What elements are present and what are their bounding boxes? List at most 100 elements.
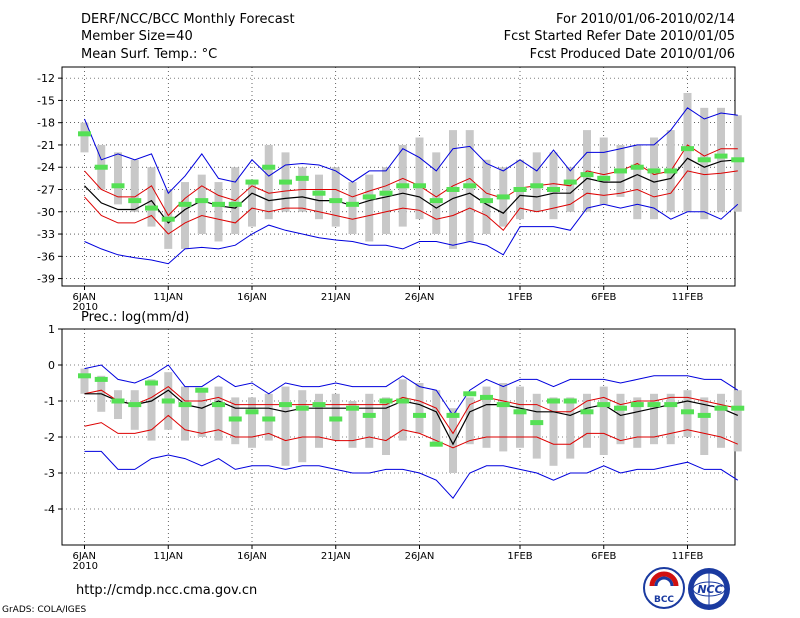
precipitation-range-bar — [348, 401, 357, 448]
temperature-x-tick-label: 21JAN — [321, 292, 351, 303]
precipitation-range-bar — [549, 397, 558, 466]
precipitation-range-bar — [398, 379, 407, 441]
precipitation-y-tick-label: -2 — [44, 431, 55, 444]
precipitation-range-bar — [147, 379, 156, 441]
temperature-member-mark — [647, 168, 661, 174]
chart-title: DERF/NCC/BCC Monthly Forecast — [81, 12, 295, 27]
precipitation-range-bar — [566, 397, 575, 459]
temperature-member-mark — [329, 198, 343, 204]
temperature-y-tick-label: -12 — [37, 72, 55, 85]
precipitation-range-bar — [80, 368, 89, 394]
temperature-member-mark — [346, 201, 359, 207]
temperature-range-bar — [733, 115, 742, 212]
precipitation-range-bar — [532, 393, 541, 459]
precipitation-member-mark — [429, 441, 443, 447]
precipitation-member-mark — [329, 416, 343, 422]
precipitation-member-mark — [178, 402, 192, 408]
precipitation-series-spread-lower — [84, 414, 738, 449]
precipitation-member-mark — [446, 412, 460, 418]
precipitation-member-mark — [580, 409, 594, 415]
precipitation-member-mark — [614, 405, 627, 411]
temperature-range-bar — [532, 152, 541, 212]
temperature-series-mean — [84, 157, 738, 224]
precipitation-y-tick-label: -3 — [44, 467, 55, 480]
temperature-member-mark — [145, 205, 158, 211]
temperature-member-mark — [94, 164, 108, 170]
temperature-range-bar — [181, 182, 189, 249]
temperature-series-spread-lower — [84, 170, 738, 235]
temperature-range-bar — [382, 167, 390, 235]
precipitation-range-bar — [197, 390, 206, 437]
precipitation-member-mark — [94, 376, 108, 382]
precipitation-series-mean — [84, 389, 739, 446]
variable-label: Mean Surf. Temp.: °C — [81, 47, 218, 62]
precipitation-range-bar — [181, 386, 189, 441]
temperature-member-mark — [681, 146, 694, 152]
precipitation-range-bar — [315, 393, 323, 448]
precipitation-member-mark — [212, 402, 225, 408]
temperature-member-mark — [446, 186, 460, 192]
precipitation-member-mark — [396, 398, 410, 404]
precipitation-range-bar — [633, 397, 642, 448]
precipitation-range-bar — [114, 390, 122, 419]
temperature-member-mark — [463, 183, 477, 189]
temperature-member-mark — [429, 198, 443, 204]
precipitation-y-tick-label: 0 — [48, 359, 55, 372]
temperature-x-tick-label: 11FEB — [672, 292, 704, 303]
temperature-series-ensemble-max — [84, 107, 738, 195]
temperature-x-tick-label: 26JAN — [405, 292, 435, 303]
precipitation-member-mark — [312, 402, 326, 408]
precipitation-member-mark — [647, 402, 661, 408]
precipitation-x-tick-label: 6JAN — [73, 551, 96, 562]
precipitation-range-bar — [482, 386, 491, 448]
precipitation-member-mark — [161, 398, 175, 404]
temperature-member-mark — [78, 131, 91, 137]
temperature-member-mark — [714, 153, 728, 159]
temperature-y-tick-label: -15 — [37, 94, 55, 107]
temperature-range-bar — [683, 92, 692, 212]
temperature-range-bar — [147, 167, 156, 227]
precipitation-series-ensemble-min — [84, 450, 739, 500]
temperature-member-mark — [195, 198, 209, 204]
source-url[interactable]: http://cmdp.ncc.cma.gov.cn — [76, 583, 258, 598]
temperature-y-tick-label: -30 — [37, 206, 55, 219]
temperature-member-mark — [580, 172, 594, 178]
precipitation-range-bar — [650, 393, 658, 445]
grads-credit: GrADS: COLA/IGES — [2, 605, 87, 615]
temperature-y-tick-label: -21 — [37, 139, 55, 152]
fcst-started-label: Fcst Started Refer Date 2010/01/05 — [503, 29, 735, 44]
temperature-member-mark — [312, 190, 326, 196]
temperature-range-bar — [248, 182, 256, 227]
temperature-member-mark — [547, 186, 560, 192]
precipitation-member-mark — [563, 398, 577, 404]
precipitation-x-tick-label: 16JAN — [237, 551, 267, 562]
temperature-member-mark — [396, 183, 410, 189]
temperature-member-mark — [530, 183, 544, 189]
temperature-x-tick-sublabel: 2010 — [73, 302, 98, 313]
temperature-member-mark — [480, 198, 493, 204]
precipitation-member-mark — [362, 412, 376, 418]
precipitation-range-bar — [248, 397, 256, 448]
temperature-range-bar — [599, 137, 608, 205]
temperature-member-mark — [178, 201, 192, 207]
temperature-member-mark — [630, 164, 644, 170]
precipitation-member-mark — [228, 416, 242, 422]
temperature-range-bar — [432, 152, 441, 235]
precipitation-x-tick-label: 21JAN — [321, 551, 351, 562]
precipitation-member-mark — [145, 380, 158, 386]
temperature-range-bar — [365, 174, 374, 242]
temperature-member-mark — [128, 198, 142, 204]
temperature-member-mark — [161, 216, 175, 222]
precipitation-member-mark — [128, 402, 142, 408]
precipitation-member-mark — [346, 405, 359, 411]
temperature-range-bar — [315, 174, 323, 220]
ncc-logo: NCC — [688, 568, 730, 610]
precipitation-member-mark — [463, 391, 477, 397]
temperature-x-tick-label: 6JAN — [73, 292, 96, 303]
precipitation-range-bar — [733, 390, 742, 452]
precipitation-member-mark — [731, 405, 745, 411]
temperature-range-bar — [633, 144, 642, 220]
temperature-y-tick-label: -36 — [37, 250, 55, 263]
precipitation-x-tick-label: 6FEB — [591, 551, 616, 562]
temperature-member-mark — [614, 168, 627, 174]
